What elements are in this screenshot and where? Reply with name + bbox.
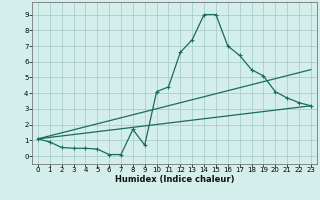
X-axis label: Humidex (Indice chaleur): Humidex (Indice chaleur) xyxy=(115,175,234,184)
